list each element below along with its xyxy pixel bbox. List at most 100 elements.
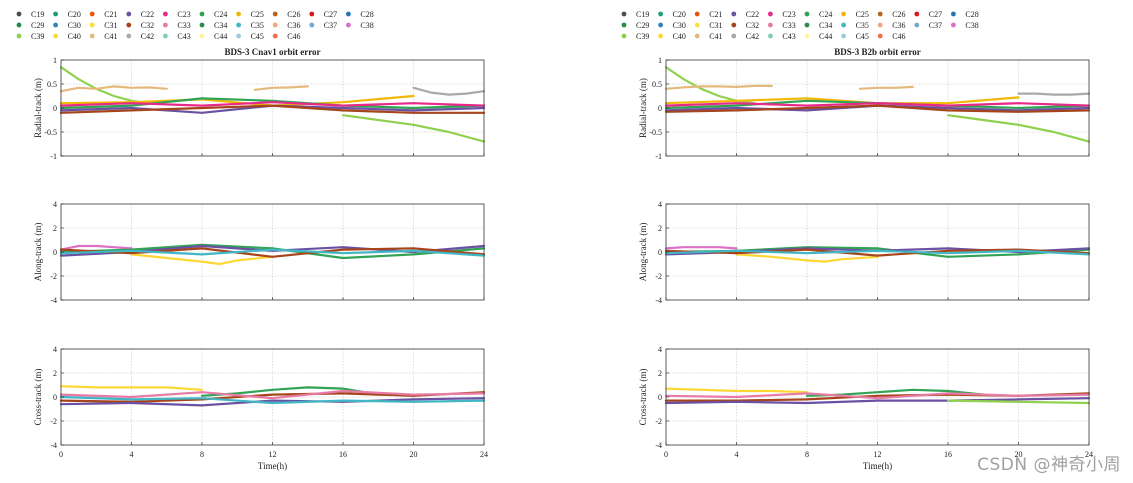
chart-panel-b2b: C19 C20 C21 C22 C23 C24 C25 C26 C27 C28 C29 C30 C31 C… — [566, 0, 1133, 483]
legend-label-c26: C26 — [892, 10, 905, 19]
legend-marker-c45 — [841, 33, 846, 39]
legend-marker-c42 — [126, 33, 132, 39]
series-line-c32 — [59, 391, 486, 403]
series-line-c41 — [59, 85, 168, 93]
legend-label-c34: C34 — [214, 21, 227, 30]
series-line-c32 — [664, 104, 1091, 113]
legend-marker-c43 — [768, 33, 773, 39]
y-tick-label: 0.5 — [652, 80, 662, 89]
legend-marker-c35 — [236, 22, 242, 28]
legend-marker-c44 — [199, 33, 205, 39]
y-axis-label: Cross-track (m) — [638, 369, 648, 426]
series-line-c35 — [664, 249, 1091, 256]
legend-label-c33: C33 — [782, 21, 795, 30]
legend-label-c19: C19 — [636, 10, 649, 19]
series-line-c42 — [1017, 92, 1091, 96]
y-tick-label: 4 — [53, 345, 57, 354]
y-tick-label: 1 — [53, 56, 57, 65]
legend-marker-c24 — [199, 11, 205, 17]
y-axis-label: Cross-track (m) — [33, 369, 43, 426]
legend-label-c38: C38 — [965, 21, 978, 30]
y-tick-label: 1 — [658, 56, 662, 65]
series-line-c35 — [59, 248, 486, 257]
y-tick-label: 0 — [658, 104, 662, 113]
series-line-c32 — [664, 248, 1091, 257]
legend-marker-c30 — [53, 22, 58, 28]
legend-label-c30: C30 — [673, 21, 686, 30]
subplot-along: -4 -2 0 2 4 Along-track (m) — [33, 200, 486, 305]
legend-marker-c29 — [16, 22, 22, 28]
y-axis-label: Along-track (m) — [638, 223, 648, 282]
y-axis-label: Radial-track (m) — [638, 78, 648, 138]
series-line-c39 — [946, 399, 1091, 405]
legend-marker-c32 — [731, 22, 737, 28]
legend-label-c30: C30 — [68, 21, 81, 30]
legend-marker-c24 — [804, 11, 810, 17]
legend-label-c32: C32 — [141, 21, 154, 30]
series-line-c40 — [130, 253, 274, 266]
legend-marker-c46 — [877, 33, 883, 39]
legend-marker-c43 — [163, 33, 168, 39]
series-line-c40 — [735, 253, 879, 263]
y-tick-label: 0 — [658, 248, 662, 257]
series-line-c24 — [59, 243, 486, 260]
y-tick-label: -0.5 — [649, 128, 662, 137]
legend-label-c20: C20 — [673, 10, 686, 19]
cnav1-orbit-error-chart: C19 C20 C21 C22 C23 C24 C25 C26 C27 C28 C29 C30 C31 C… — [16, 10, 488, 471]
x-tick-label: 20 — [1015, 450, 1023, 459]
legend-marker-c36 — [877, 22, 883, 28]
series-line-c41 — [858, 85, 914, 90]
legend-marker-c19 — [621, 11, 627, 17]
legend-label-c45: C45 — [856, 32, 869, 41]
x-tick-label: 0 — [59, 450, 63, 459]
series-line-c39 — [664, 66, 756, 105]
legend-label-c22: C22 — [141, 10, 154, 19]
y-tick-label: 4 — [658, 345, 662, 354]
legend-label-c21: C21 — [104, 10, 117, 19]
legend-marker-c35 — [841, 22, 846, 28]
legend-marker-c44 — [804, 33, 810, 39]
y-tick-label: -2 — [50, 272, 57, 281]
x-tick-label: 24 — [1085, 450, 1093, 459]
y-tick-label: 0 — [53, 393, 57, 402]
legend-label-c42: C42 — [141, 32, 154, 41]
legend-label-c29: C29 — [31, 21, 44, 30]
watermark: CSDN @神奇小周 — [977, 455, 1121, 475]
legend-label-c28: C28 — [965, 10, 978, 19]
series-line-c42 — [412, 86, 486, 96]
legend-marker-c29 — [621, 22, 627, 28]
x-tick-label: 8 — [200, 450, 204, 459]
legend-label-c43: C43 — [177, 32, 190, 41]
series-line-c38 — [664, 246, 738, 250]
x-tick-label: 8 — [805, 450, 809, 459]
legend-label-c35: C35 — [856, 21, 869, 30]
x-tick-label: 12 — [874, 450, 882, 459]
series-line-c32 — [59, 247, 486, 258]
chart-title: BDS-3 Cnav1 orbit error — [224, 47, 320, 57]
legend-label-c23: C23 — [782, 10, 795, 19]
legend-marker-c31 — [89, 22, 95, 28]
x-tick-label: 16 — [944, 450, 952, 459]
chart-title: BDS-3 B2b orbit error — [834, 47, 921, 57]
y-tick-label: -4 — [50, 296, 57, 305]
legend-marker-c41 — [89, 33, 95, 39]
legend-marker-c27 — [914, 11, 920, 17]
y-tick-label: -1 — [655, 152, 662, 161]
legend-label-c45: C45 — [251, 32, 264, 41]
legend-marker-c45 — [236, 33, 242, 39]
legend-label-c44: C44 — [214, 32, 227, 41]
legend-marker-c40 — [658, 33, 663, 39]
legend-marker-c20 — [53, 11, 58, 17]
legend-label-c19: C19 — [31, 10, 44, 19]
legend-marker-c34 — [199, 22, 205, 28]
y-tick-label: 0.5 — [47, 80, 57, 89]
x-tick-label: 4 — [130, 450, 134, 459]
legend-marker-c32 — [126, 22, 132, 28]
series-line-c22 — [59, 244, 486, 257]
legend-marker-c37 — [309, 22, 315, 28]
y-tick-label: 2 — [658, 224, 662, 233]
legend-label-c25: C25 — [856, 10, 869, 19]
legend-marker-c19 — [16, 11, 22, 17]
legend-label-c27: C27 — [324, 10, 337, 19]
x-tick-label: 12 — [269, 450, 277, 459]
